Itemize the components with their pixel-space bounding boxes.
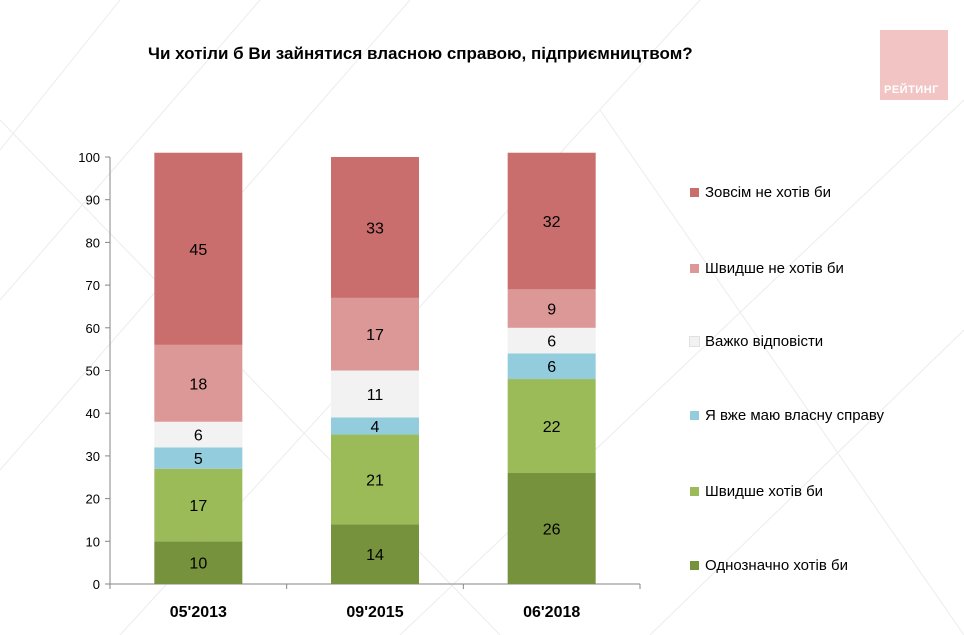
y-tick-label: 100 [78, 150, 100, 165]
legend-item: Я вже маю власну справу [690, 407, 884, 424]
y-tick-label: 80 [86, 235, 100, 250]
bar-segment [154, 152, 243, 345]
data-label: 18 [189, 376, 207, 393]
legend-label: Швидше не хотів би [705, 260, 844, 277]
legend-label: Зовсім не хотів би [705, 184, 831, 201]
rating-logo: РЕЙТИНГ [880, 30, 948, 100]
bar-segment [154, 421, 243, 448]
legend-swatch [690, 561, 699, 570]
data-label: 33 [366, 220, 384, 237]
bar-segment [507, 379, 596, 473]
data-label: 6 [547, 334, 556, 351]
chart-title: Чи хотіли б Ви зайнятися власною справою… [148, 44, 693, 63]
legend-swatch [689, 336, 700, 347]
legend-label: Однозначно хотів би [705, 557, 848, 574]
y-tick-label: 30 [86, 449, 100, 464]
bar-segment [154, 468, 243, 542]
legend-label: Важко відповісти [705, 333, 824, 350]
data-label: 32 [543, 214, 561, 231]
x-tick-label: 06'2018 [523, 604, 580, 621]
legend-swatch [690, 264, 699, 273]
data-label: 17 [189, 498, 207, 515]
bar-segment [154, 344, 243, 422]
bar-segment [507, 353, 596, 380]
logo-text: РЕЙТИНГ [884, 84, 939, 96]
legend-item: Зовсім не хотів би [690, 184, 831, 201]
bar-segment [331, 157, 419, 298]
data-label: 5 [194, 451, 203, 468]
bar-segment [154, 447, 243, 469]
x-tick-label: 09'2015 [346, 604, 403, 621]
y-tick-label: 20 [86, 492, 100, 507]
data-label: 21 [366, 472, 384, 489]
y-tick-label: 0 [93, 577, 100, 592]
bar-segment [331, 434, 419, 525]
data-label: 45 [189, 242, 207, 259]
y-tick-label: 40 [86, 406, 100, 421]
x-tick-label: 05'2013 [170, 604, 227, 621]
data-label: 17 [366, 327, 384, 344]
legend-item: Швидше не хотів би [690, 260, 844, 277]
legend-item: Швидше хотів би [690, 483, 823, 500]
bar-segment [507, 289, 596, 328]
y-tick-label: 50 [86, 364, 100, 379]
data-label: 4 [371, 419, 380, 436]
bar-segment [154, 541, 243, 584]
legend-swatch [690, 188, 699, 197]
y-tick-label: 70 [86, 278, 100, 293]
bar-segment [331, 297, 419, 371]
bar-segment [331, 370, 419, 418]
legend-swatch [690, 487, 699, 496]
data-label: 9 [547, 302, 556, 319]
legend-swatch [690, 411, 699, 420]
legend-label: Я вже маю власну справу [705, 407, 885, 424]
data-label: 11 [367, 387, 384, 404]
legend-item: Однозначно хотів би [690, 557, 848, 574]
bar-segment [507, 327, 596, 354]
data-label: 10 [189, 556, 207, 573]
data-label: 26 [543, 521, 561, 538]
bar-segment [331, 417, 419, 435]
bar-segment [507, 472, 596, 584]
y-tick-label: 60 [86, 321, 100, 336]
data-label: 6 [547, 359, 556, 376]
legend-label: Швидше хотів би [705, 483, 824, 500]
y-tick-label: 90 [86, 193, 100, 208]
bar-segment [331, 524, 419, 584]
legend-item: Важко відповісти [689, 333, 824, 350]
data-label: 22 [543, 419, 561, 436]
data-label: 14 [366, 547, 384, 564]
bar-segment [507, 152, 596, 290]
y-tick-label: 10 [86, 534, 100, 549]
data-label: 6 [194, 428, 203, 445]
